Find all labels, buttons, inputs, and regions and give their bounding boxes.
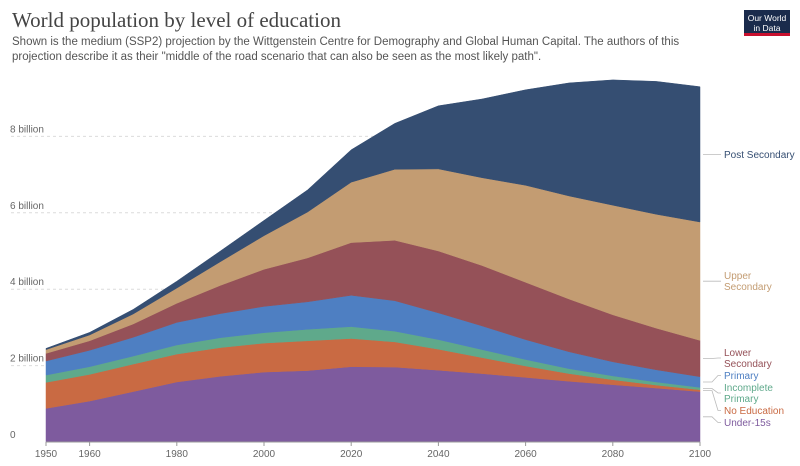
x-tick-label: 2020 xyxy=(340,449,363,460)
stacked-areas xyxy=(45,79,701,443)
legend-label[interactable]: Secondary xyxy=(724,282,772,293)
chart-subtitle: Shown is the medium (SSP2) projection by… xyxy=(12,36,680,63)
owid-logo[interactable]: Our World in Data xyxy=(744,10,790,36)
chart-title: World population by level of education xyxy=(12,8,341,32)
x-axis: 1950 1960 1980 2000 2020 2040 2060 2080 2100 xyxy=(35,441,712,460)
legend-label[interactable]: Secondary xyxy=(724,359,772,370)
legend-connector xyxy=(703,388,721,394)
legend-label[interactable]: Under-15s xyxy=(724,418,771,429)
legend-label[interactable]: Primary xyxy=(724,394,758,405)
x-tick-label: 1960 xyxy=(78,449,101,460)
y-tick-label: 6 billion xyxy=(10,201,44,212)
logo-line-2: in Data xyxy=(753,23,781,33)
area-series-7[interactable] xyxy=(45,79,701,350)
legend-connector xyxy=(703,357,721,359)
y-tick-label: 8 billion xyxy=(10,124,44,135)
legend-label[interactable]: Upper xyxy=(724,271,752,282)
y-tick-label: 4 billion xyxy=(10,277,44,288)
y-tick-label: 2 billion xyxy=(10,354,44,365)
legend-connector xyxy=(703,390,721,411)
legend-label[interactable]: Primary xyxy=(724,371,758,382)
legend-connector xyxy=(703,375,721,383)
legend-label[interactable]: Post Secondary xyxy=(724,150,795,161)
x-tick-label: 2100 xyxy=(689,449,712,460)
x-tick-label: 1980 xyxy=(166,449,189,460)
legend-connector xyxy=(703,416,721,423)
y-tick-label: 0 xyxy=(10,430,16,441)
legend-label[interactable]: Incomplete xyxy=(724,383,773,394)
x-tick-label: 2000 xyxy=(253,449,276,460)
x-tick-label: 1950 xyxy=(35,449,58,460)
x-tick-label: 2060 xyxy=(514,449,537,460)
legend-label[interactable]: No Education xyxy=(724,406,784,417)
y-axis: 0 2 billion 4 billion 6 billion 8 billion xyxy=(10,124,44,441)
logo-line-1: Our World xyxy=(747,13,787,23)
legend-label[interactable]: Lower xyxy=(724,348,752,359)
x-tick-label: 2040 xyxy=(427,449,450,460)
x-tick-label: 2080 xyxy=(602,449,625,460)
